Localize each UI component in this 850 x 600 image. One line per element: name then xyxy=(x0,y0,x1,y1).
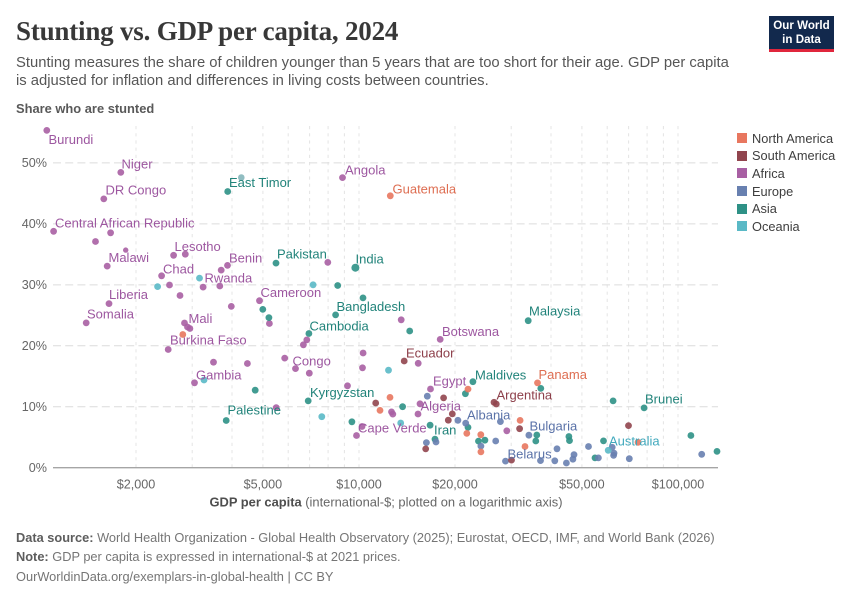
svg-text:Brunei: Brunei xyxy=(645,391,683,406)
svg-text:Benin: Benin xyxy=(229,251,262,266)
svg-text:10%: 10% xyxy=(22,400,47,414)
svg-text:GDP per capita (international-: GDP per capita (international-$; plotted… xyxy=(210,495,563,510)
svg-text:Chad: Chad xyxy=(163,261,194,276)
svg-text:Rwanda: Rwanda xyxy=(205,271,253,286)
svg-text:India: India xyxy=(356,251,385,266)
svg-text:Argentina: Argentina xyxy=(497,387,553,402)
svg-text:Burundi: Burundi xyxy=(49,132,94,147)
svg-text:Somalia: Somalia xyxy=(87,307,135,322)
svg-text:Mali: Mali xyxy=(189,311,213,326)
svg-text:$50,000: $50,000 xyxy=(559,478,605,492)
svg-text:40%: 40% xyxy=(22,217,47,231)
svg-text:Maldives: Maldives xyxy=(475,367,527,382)
svg-text:0%: 0% xyxy=(29,461,47,475)
svg-text:DR Congo: DR Congo xyxy=(106,183,167,198)
svg-text:$20,000: $20,000 xyxy=(432,478,478,492)
svg-text:30%: 30% xyxy=(22,278,47,292)
svg-text:Burkina Faso: Burkina Faso xyxy=(170,332,247,347)
svg-text:Iran: Iran xyxy=(434,423,456,438)
svg-text:$100,000: $100,000 xyxy=(652,478,705,492)
svg-text:Belarus: Belarus xyxy=(508,447,553,462)
svg-text:Central African Republic: Central African Republic xyxy=(55,216,195,231)
svg-text:Angola: Angola xyxy=(345,163,386,178)
svg-text:Albania: Albania xyxy=(467,408,511,423)
svg-text:Ecuador: Ecuador xyxy=(406,346,455,361)
svg-text:Malaysia: Malaysia xyxy=(529,304,581,319)
svg-text:Palestine: Palestine xyxy=(228,403,281,418)
svg-text:Cape Verde: Cape Verde xyxy=(358,421,427,436)
svg-text:50%: 50% xyxy=(22,156,47,170)
svg-text:$2,000: $2,000 xyxy=(117,478,156,492)
svg-text:Pakistan: Pakistan xyxy=(277,247,327,262)
svg-text:Lesotho: Lesotho xyxy=(175,239,221,254)
svg-text:Niger: Niger xyxy=(122,156,154,171)
svg-text:Bulgaria: Bulgaria xyxy=(530,419,578,434)
svg-text:Egypt: Egypt xyxy=(433,374,467,389)
svg-text:Guatemala: Guatemala xyxy=(393,182,457,197)
svg-text:$5,000: $5,000 xyxy=(244,478,283,492)
svg-text:Algeria: Algeria xyxy=(421,399,462,414)
svg-text:Kyrgyzstan: Kyrgyzstan xyxy=(310,385,374,400)
svg-text:Congo: Congo xyxy=(293,353,331,368)
svg-text:Australia: Australia xyxy=(609,434,660,449)
svg-text:East Timor: East Timor xyxy=(229,175,292,190)
svg-text:$10,000: $10,000 xyxy=(336,478,382,492)
svg-text:Cambodia: Cambodia xyxy=(310,319,370,334)
svg-text:Cameroon: Cameroon xyxy=(261,285,322,300)
svg-text:Malawi: Malawi xyxy=(109,250,150,265)
svg-text:Gambia: Gambia xyxy=(196,367,242,382)
svg-text:Botswana: Botswana xyxy=(442,324,500,339)
svg-text:Bangladesh: Bangladesh xyxy=(337,299,406,314)
svg-text:Panama: Panama xyxy=(539,367,588,382)
svg-text:Liberia: Liberia xyxy=(109,287,149,302)
svg-text:20%: 20% xyxy=(22,339,47,353)
